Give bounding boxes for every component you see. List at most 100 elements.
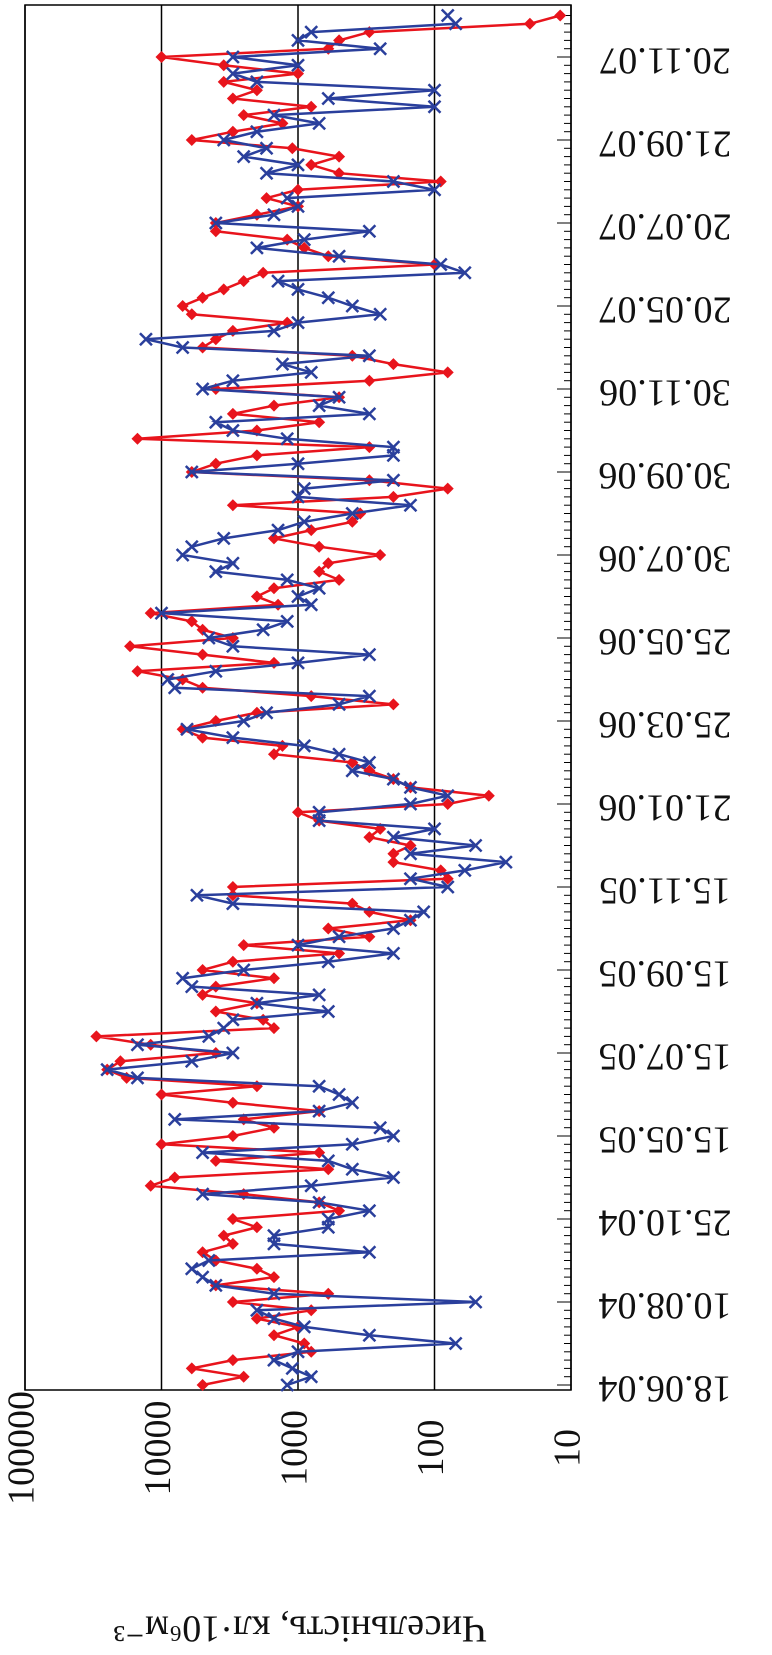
marker xyxy=(280,1378,295,1392)
marker xyxy=(305,158,318,171)
marker xyxy=(362,1203,377,1218)
marker xyxy=(226,324,239,337)
marker xyxy=(362,755,377,770)
y-tick-label: 100 xyxy=(410,1420,452,1477)
marker xyxy=(345,506,360,521)
marker xyxy=(373,1120,388,1135)
marker xyxy=(387,490,400,503)
x-tick-label: 15.09.05 xyxy=(599,952,732,994)
marker xyxy=(217,1229,230,1242)
marker xyxy=(267,656,280,669)
marker xyxy=(124,640,137,653)
marker xyxy=(250,1303,264,1318)
marker xyxy=(196,648,209,661)
marker xyxy=(313,565,326,578)
marker xyxy=(448,1336,463,1351)
marker xyxy=(333,573,346,586)
x-tick-label: 20.05.07 xyxy=(599,288,732,330)
marker xyxy=(403,846,418,861)
marker xyxy=(154,606,169,620)
marker xyxy=(185,134,198,146)
marker xyxy=(482,789,495,802)
marker xyxy=(362,348,377,363)
marker xyxy=(292,183,304,196)
marker xyxy=(312,988,327,1002)
marker xyxy=(167,1112,182,1127)
marker xyxy=(332,1087,346,1102)
marker xyxy=(321,954,336,969)
marker xyxy=(237,939,250,952)
marker xyxy=(185,1362,198,1375)
marker xyxy=(267,532,280,545)
marker xyxy=(90,1030,103,1043)
marker xyxy=(225,66,240,81)
marker xyxy=(225,730,240,745)
marker xyxy=(387,856,400,869)
marker xyxy=(184,1261,199,1276)
marker xyxy=(208,664,223,679)
marker xyxy=(196,988,209,1001)
marker xyxy=(226,1213,239,1225)
marker xyxy=(297,232,312,247)
marker xyxy=(196,291,209,304)
marker xyxy=(226,955,239,968)
marker xyxy=(440,788,455,803)
marker xyxy=(297,481,312,496)
marker xyxy=(304,365,319,380)
x-tick-label: 20.11.07 xyxy=(599,39,731,81)
marker xyxy=(267,1286,281,1301)
marker xyxy=(209,333,222,346)
marker xyxy=(226,1296,239,1308)
x-tick-label: 20.07.07 xyxy=(599,205,732,247)
marker xyxy=(362,647,377,662)
marker xyxy=(195,1187,210,1201)
marker xyxy=(267,1271,280,1284)
marker xyxy=(139,332,153,347)
marker xyxy=(208,415,223,430)
marker xyxy=(131,432,144,445)
marker xyxy=(236,714,251,728)
y-tick-label: 100000 xyxy=(1,1391,43,1505)
marker xyxy=(209,980,222,993)
marker xyxy=(291,938,305,952)
marker xyxy=(345,763,360,778)
marker xyxy=(291,158,305,172)
marker xyxy=(363,905,376,918)
marker xyxy=(144,607,157,620)
marker xyxy=(321,1154,336,1168)
marker xyxy=(226,499,239,512)
x-tick-label: 10.08.04 xyxy=(599,1284,732,1326)
marker xyxy=(345,299,360,313)
marker xyxy=(209,225,222,238)
marker xyxy=(363,374,376,387)
marker xyxy=(280,614,295,629)
marker xyxy=(386,473,401,488)
y-tick-label: 1000 xyxy=(274,1410,316,1486)
marker xyxy=(160,672,175,687)
marker xyxy=(333,167,346,180)
marker xyxy=(427,822,442,836)
marker xyxy=(312,116,327,131)
marker xyxy=(332,747,346,762)
marker xyxy=(267,1228,281,1243)
marker xyxy=(195,382,210,396)
marker xyxy=(291,490,305,504)
marker xyxy=(267,324,281,338)
marker xyxy=(225,1012,240,1027)
marker xyxy=(297,739,312,753)
marker xyxy=(387,847,400,860)
marker xyxy=(250,241,264,255)
marker xyxy=(267,582,280,595)
marker xyxy=(267,399,280,412)
marker xyxy=(386,174,401,189)
marker xyxy=(332,929,346,944)
marker xyxy=(554,9,567,22)
marker xyxy=(441,872,454,885)
marker xyxy=(259,141,274,156)
marker xyxy=(190,888,204,903)
marker xyxy=(259,166,274,181)
marker xyxy=(100,1062,115,1077)
marker xyxy=(345,1095,360,1110)
series-line xyxy=(96,14,561,1387)
